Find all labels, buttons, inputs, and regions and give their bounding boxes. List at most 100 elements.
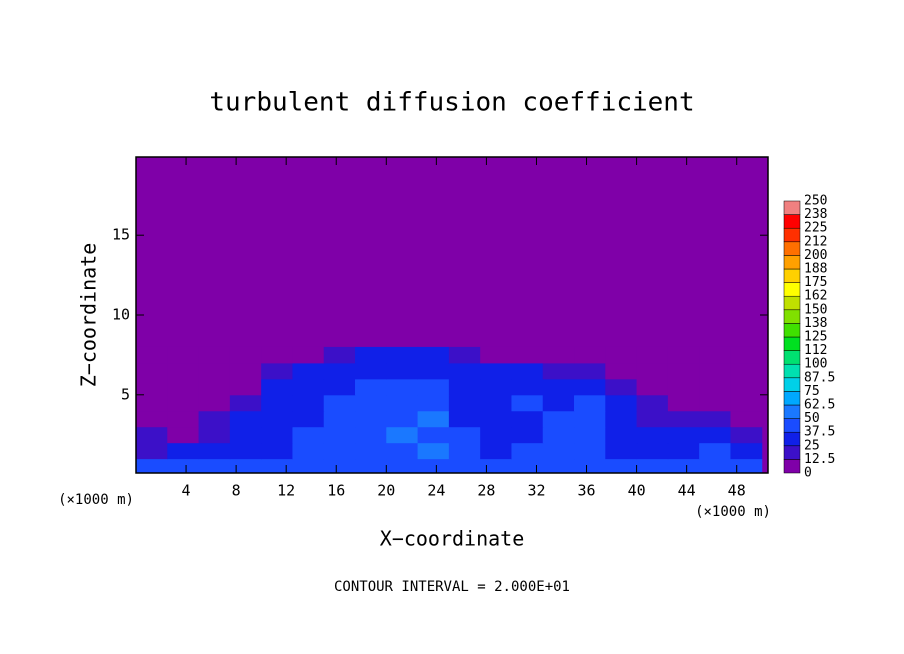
field-cell [730, 458, 763, 474]
field-cell [699, 394, 731, 412]
field-cell [480, 378, 512, 396]
field-cell [448, 458, 481, 474]
x-tick-label: 8 [232, 482, 241, 500]
field-cell [574, 410, 606, 428]
field-cell [448, 394, 481, 412]
field-cell [667, 410, 700, 428]
colorbar-segment [783, 268, 801, 283]
field-cell [542, 346, 575, 364]
field-cell [167, 458, 200, 474]
field-cell [574, 442, 606, 460]
colorbar-label: 138 [804, 316, 827, 331]
colorbar-segment [783, 459, 801, 474]
field-cell [386, 458, 419, 474]
x-tick-label: 40 [628, 482, 646, 500]
colorbar-label: 87.5 [804, 370, 835, 385]
x-unit-right: (×1000 m) [695, 504, 771, 520]
field-cell [167, 346, 200, 364]
field-cell [480, 442, 512, 460]
field-cell [448, 410, 481, 428]
field-cell [699, 378, 731, 396]
colorbar-segment [783, 227, 801, 243]
x-tick-label: 28 [477, 482, 495, 500]
y-tick-label: 15 [112, 226, 130, 244]
field-cell [511, 410, 544, 428]
field-cell [730, 346, 763, 364]
field-cell [167, 410, 200, 428]
colorbar-label: 188 [804, 262, 827, 277]
colorbar-segment [783, 431, 801, 447]
field-cell [261, 458, 293, 474]
field-cell [292, 426, 325, 444]
field-cell [636, 442, 669, 460]
x-unit-left: (×1000 m) [58, 492, 134, 508]
field-cell [323, 394, 356, 412]
field-cell [605, 346, 638, 364]
colorbar-segment [783, 404, 801, 419]
field-cell [480, 410, 512, 428]
colorbar-label: 0 [804, 466, 812, 481]
colorbar-segment [783, 363, 801, 379]
field-cell [355, 378, 387, 396]
field-cell [480, 426, 512, 444]
colorbar-label: 25 [804, 438, 820, 453]
field-cell [386, 394, 419, 412]
field-cell [136, 394, 168, 412]
field-cell [198, 410, 231, 428]
field-cell [605, 442, 638, 460]
field-cell [574, 394, 606, 412]
field-cell [667, 442, 700, 460]
field-cell [636, 346, 669, 364]
field-cell [355, 426, 387, 444]
y-tick-label: 5 [121, 385, 130, 403]
field-cell [198, 458, 231, 474]
colorbar-label: 162 [804, 289, 827, 304]
field-cell [229, 410, 262, 428]
field-cell [323, 378, 356, 396]
field-cell [292, 362, 325, 380]
field-cell [636, 378, 669, 396]
field-cell [261, 362, 293, 380]
field-cell [511, 394, 544, 412]
field-cell [699, 346, 731, 364]
field-cell [136, 362, 168, 380]
field-cell [699, 426, 731, 444]
field-cell [667, 426, 700, 444]
field-cell [574, 426, 606, 444]
field-cell [542, 362, 575, 380]
colorbar-label: 250 [804, 194, 827, 209]
field-cell [511, 362, 544, 380]
colorbar-label: 75 [804, 384, 820, 399]
field-cell [355, 458, 387, 474]
field-cell [323, 346, 356, 364]
field-cell [448, 426, 481, 444]
field-cell [605, 362, 638, 380]
field-cell [574, 458, 606, 474]
field-cell [480, 458, 512, 474]
field-cell [448, 442, 481, 460]
colorbar-segment [783, 391, 801, 406]
field-cell [417, 378, 450, 396]
field-cell [136, 410, 168, 428]
colorbar-label: 238 [804, 207, 827, 222]
field-cell [355, 362, 387, 380]
field-cell [417, 394, 450, 412]
x-tick-label: 12 [277, 482, 295, 500]
field-cell [636, 394, 669, 412]
field-cell [167, 394, 200, 412]
field-cell [292, 394, 325, 412]
field-cell [417, 426, 450, 444]
field-cell [355, 394, 387, 412]
field-cell [417, 458, 450, 474]
field-cell [261, 410, 293, 428]
field-cell [511, 346, 544, 364]
field-cell [699, 458, 731, 474]
field-cell [542, 442, 575, 460]
x-axis-label: X−coordinate [380, 527, 525, 551]
colorbar-label: 125 [804, 330, 827, 345]
field-cell [386, 410, 419, 428]
x-tick-label: 16 [327, 482, 345, 500]
field-cell [667, 394, 700, 412]
field-cell [229, 362, 262, 380]
field-cell [699, 362, 731, 380]
